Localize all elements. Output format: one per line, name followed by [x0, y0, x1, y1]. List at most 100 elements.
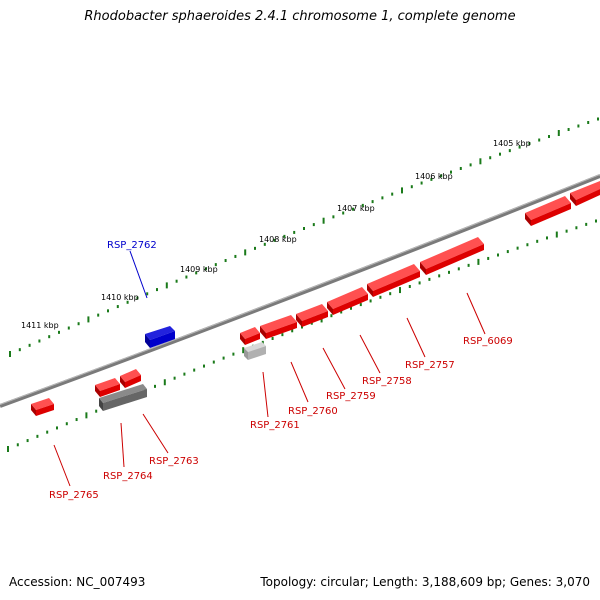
minor-tick: [58, 330, 60, 334]
minor-tick: [303, 227, 305, 230]
minor-tick: [107, 309, 109, 313]
major-tick: [401, 187, 403, 194]
minor-tick: [567, 127, 570, 131]
major-tick: [322, 217, 325, 224]
minor-tick: [371, 200, 374, 204]
minor-tick: [97, 313, 100, 317]
minor-tick: [499, 152, 501, 156]
major-tick: [165, 282, 168, 289]
minor-tick: [146, 292, 149, 296]
major-tick: [555, 231, 558, 238]
minor-tick: [587, 120, 590, 124]
map-title: Rhodobacter sphaeroides 2.4.1 chromosome…: [84, 9, 516, 24]
gene-label-rsp-2765[interactable]: RSP_2765: [49, 490, 99, 501]
outer-scale-ticks: [9, 117, 599, 357]
gene-rsp-2762[interactable]: [145, 326, 175, 348]
gene-right-edge-2[interactable]: [570, 181, 600, 206]
minor-tick: [156, 288, 158, 292]
scale-label-1407: 1407 kbp: [337, 204, 375, 213]
major-tick: [399, 287, 401, 294]
gene-label-rsp-2758[interactable]: RSP_2758: [362, 376, 412, 387]
gene-label-rsp-2757[interactable]: RSP_2757: [405, 360, 455, 371]
minor-tick: [459, 166, 462, 170]
minor-tick: [508, 149, 511, 153]
minor-tick: [234, 254, 237, 258]
inner-scale-ticks: [7, 219, 597, 452]
minor-tick: [440, 174, 443, 178]
minor-tick: [332, 215, 335, 219]
minor-tick: [595, 219, 597, 223]
minor-tick: [195, 271, 198, 275]
gene-label-rsp-2759[interactable]: RSP_2759: [326, 391, 376, 402]
gene-rsp-2764a[interactable]: [95, 378, 120, 397]
minor-tick: [175, 279, 178, 283]
minor-tick: [28, 343, 31, 347]
minor-tick: [312, 223, 315, 227]
gene-rsp-6069[interactable]: [420, 237, 484, 275]
minor-tick: [56, 426, 58, 430]
minor-tick: [528, 142, 531, 146]
minor-tick: [224, 259, 227, 263]
minor-tick: [342, 211, 345, 215]
major-tick: [477, 258, 480, 265]
minor-tick: [536, 239, 539, 243]
minor-tick: [38, 339, 41, 343]
minor-tick: [291, 329, 294, 333]
scale-label-1406: 1406 kbp: [415, 172, 453, 181]
chromosome-backbone: [0, 174, 600, 408]
gene-right-edge-1[interactable]: [525, 196, 571, 226]
gene-rsp-2761[interactable]: [240, 327, 260, 345]
scale-label-1410: 1410 kbp: [101, 293, 139, 302]
gene-rsp-2757[interactable]: [367, 264, 420, 297]
gene-label-rsp-2762[interactable]: RSP_2762: [107, 240, 157, 251]
major-tick: [557, 130, 560, 137]
minor-tick: [36, 434, 39, 438]
major-tick: [7, 446, 9, 452]
gene-rsp-2760[interactable]: [260, 315, 297, 339]
minor-tick: [359, 303, 362, 307]
minor-tick: [126, 300, 129, 304]
genome-summary: Topology: circular; Length: 3,188,609 bp…: [260, 575, 590, 589]
gene-rsp-2761-pseudo[interactable]: [244, 342, 266, 360]
minor-tick: [75, 418, 78, 422]
major-tick: [244, 249, 247, 256]
minor-tick: [526, 243, 529, 247]
minor-tick: [203, 364, 205, 368]
minor-tick: [65, 422, 68, 426]
major-tick: [479, 158, 482, 165]
minor-tick: [293, 230, 296, 234]
minor-tick: [261, 340, 264, 344]
minor-tick: [575, 226, 578, 230]
gene-label-rsp-2760[interactable]: RSP_2760: [288, 406, 338, 417]
minor-tick: [214, 263, 217, 267]
gene-rsp-2758[interactable]: [327, 287, 368, 315]
minor-tick: [281, 333, 284, 337]
gene-label-rsp-2761[interactable]: RSP_2761: [250, 420, 300, 431]
scale-label-1409: 1409 kbp: [180, 265, 218, 274]
gene-rsp-2764[interactable]: [99, 384, 147, 411]
minor-tick: [408, 284, 411, 288]
gene-label-rsp-2764[interactable]: RSP_2764: [103, 471, 153, 482]
major-tick: [87, 316, 90, 323]
minor-tick: [467, 263, 470, 267]
gene-rsp-2763[interactable]: [120, 369, 141, 388]
minor-tick: [577, 124, 580, 128]
minor-tick: [418, 281, 421, 285]
minor-tick: [489, 156, 492, 160]
minor-tick: [350, 306, 352, 310]
gene-label-rsp-6069[interactable]: RSP_6069: [463, 336, 513, 347]
minor-tick: [597, 117, 599, 121]
scale-label-1411: 1411 kbp: [21, 321, 59, 330]
minor-tick: [352, 207, 354, 211]
minor-tick: [340, 310, 343, 314]
major-tick: [85, 412, 88, 419]
minor-tick: [16, 443, 19, 447]
minor-tick: [263, 242, 266, 246]
gene-label-rsp-2763[interactable]: RSP_2763: [149, 456, 199, 467]
scale-label-1405: 1405 kbp: [493, 139, 531, 148]
gene-rsp-2765[interactable]: [31, 398, 54, 416]
minor-tick: [457, 267, 460, 271]
gene-rsp-2759[interactable]: [296, 304, 328, 327]
minor-tick: [438, 274, 441, 278]
